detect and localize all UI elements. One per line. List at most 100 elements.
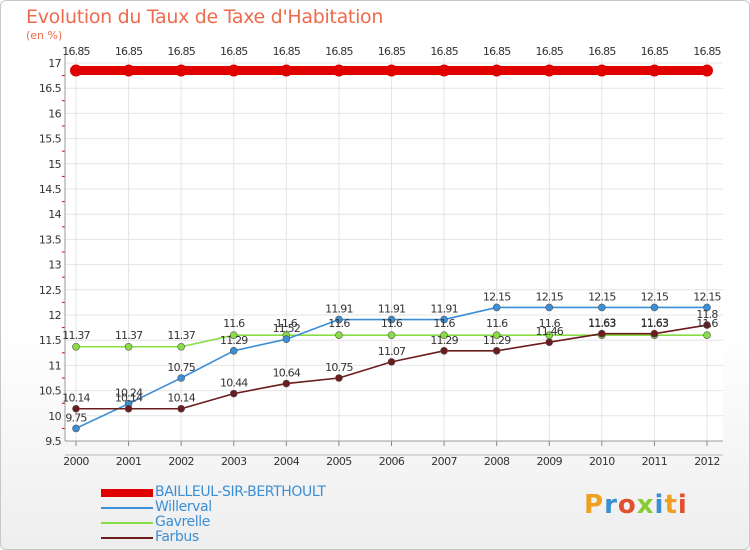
data-label: 16.85 bbox=[220, 45, 248, 58]
chart-title: Evolution du Taux de Taxe d'Habitation bbox=[26, 6, 384, 28]
y-tick-label: 14.5 bbox=[39, 183, 62, 196]
y-tick-label: 9.5 bbox=[45, 435, 61, 448]
data-point bbox=[229, 331, 238, 339]
y-tick-label: 10.5 bbox=[39, 385, 62, 398]
data-label: 9.75 bbox=[65, 411, 87, 424]
data-point bbox=[175, 64, 188, 77]
x-tick-label: 2012 bbox=[694, 455, 720, 468]
y-tick-label: 16.5 bbox=[39, 82, 62, 95]
data-point bbox=[703, 321, 711, 329]
data-label: 11.6 bbox=[486, 317, 508, 330]
x-tick-label: 2005 bbox=[326, 455, 352, 468]
data-point bbox=[72, 342, 80, 351]
legend-label: BAILLEUL-SIR-BERTHOULT bbox=[155, 484, 326, 500]
y-tick-label: 16 bbox=[48, 107, 61, 120]
data-label: 16.85 bbox=[325, 45, 353, 58]
data-point bbox=[595, 64, 608, 77]
data-label: 11.8 bbox=[696, 308, 718, 321]
data-label: 11.6 bbox=[381, 317, 403, 330]
data-label: 11.46 bbox=[536, 325, 564, 338]
data-point bbox=[545, 338, 554, 347]
legend-swatch bbox=[101, 507, 153, 509]
data-label: 10.44 bbox=[220, 377, 248, 390]
x-tick-label: 2011 bbox=[642, 455, 668, 468]
data-label: 16.85 bbox=[378, 45, 406, 58]
data-label: 11.37 bbox=[167, 329, 195, 342]
x-tick-label: 2009 bbox=[536, 455, 562, 468]
data-point bbox=[648, 64, 661, 77]
data-label: 16.85 bbox=[641, 45, 669, 58]
data-label: 11.91 bbox=[378, 303, 406, 316]
data-label: 11.63 bbox=[641, 317, 669, 330]
data-point bbox=[440, 331, 448, 339]
data-point bbox=[335, 331, 343, 339]
data-label: 11.6 bbox=[433, 317, 455, 330]
data-point bbox=[387, 358, 396, 366]
data-point bbox=[124, 404, 133, 413]
data-point bbox=[703, 303, 711, 312]
data-label: 16.85 bbox=[483, 45, 511, 58]
data-label: 11.29 bbox=[430, 334, 458, 347]
data-label: 11.07 bbox=[378, 345, 406, 358]
x-tick-label: 2010 bbox=[589, 455, 615, 468]
data-label: 11.29 bbox=[483, 334, 511, 347]
data-label: 11.6 bbox=[696, 317, 718, 330]
x-tick-label: 2001 bbox=[116, 455, 142, 468]
y-tick-label: 12.5 bbox=[39, 284, 62, 297]
legend-label: Farbus bbox=[155, 529, 199, 545]
data-point bbox=[229, 389, 238, 398]
data-label: 11.37 bbox=[62, 329, 90, 342]
y-tick-label: 11 bbox=[48, 359, 61, 372]
y-tick-label: 14 bbox=[48, 208, 61, 221]
data-label: 11.63 bbox=[588, 317, 616, 330]
data-point bbox=[177, 374, 185, 382]
y-tick-label: 13 bbox=[48, 259, 61, 272]
data-label: 12.15 bbox=[536, 290, 564, 303]
legend-label: Gavrelle bbox=[155, 514, 210, 530]
data-label: 11.37 bbox=[115, 329, 143, 342]
data-point bbox=[598, 303, 606, 312]
legend-swatch bbox=[101, 489, 153, 497]
x-tick-label: 2006 bbox=[379, 455, 405, 468]
data-point bbox=[440, 346, 448, 355]
data-label: 16.85 bbox=[115, 45, 143, 58]
data-label: 11.6 bbox=[223, 317, 245, 330]
unit-label: (en %) bbox=[26, 29, 63, 42]
x-tick-label: 2008 bbox=[484, 455, 510, 468]
data-label: 16.85 bbox=[588, 45, 616, 58]
data-point bbox=[703, 331, 711, 339]
data-label: 10.14 bbox=[62, 392, 90, 405]
data-label: 10.75 bbox=[325, 361, 353, 374]
data-label: 16.85 bbox=[693, 45, 721, 58]
data-point bbox=[72, 424, 80, 433]
data-label: 16.85 bbox=[536, 45, 564, 58]
y-tick-label: 11.5 bbox=[39, 334, 62, 347]
legend-swatch bbox=[101, 522, 153, 524]
data-point bbox=[492, 303, 501, 312]
data-point bbox=[438, 64, 451, 77]
x-tick-label: 2000 bbox=[63, 455, 89, 468]
y-tick-label: 17 bbox=[48, 57, 61, 70]
data-label: 12.15 bbox=[641, 290, 669, 303]
x-tick-label: 2002 bbox=[168, 455, 194, 468]
data-label: 10.75 bbox=[167, 361, 195, 374]
data-point bbox=[282, 379, 291, 388]
y-tick-label: 12 bbox=[48, 309, 61, 322]
data-point bbox=[490, 64, 503, 77]
legend-swatch bbox=[101, 537, 153, 539]
data-point bbox=[70, 64, 82, 77]
data-point bbox=[387, 315, 396, 324]
data-label: 12.15 bbox=[588, 290, 616, 303]
data-label: 11.6 bbox=[328, 317, 350, 330]
y-tick-label: 10 bbox=[48, 410, 61, 423]
data-label: 10.14 bbox=[167, 392, 195, 405]
data-point bbox=[385, 64, 398, 77]
data-point bbox=[335, 315, 343, 324]
plot-area bbox=[65, 57, 723, 441]
data-point bbox=[72, 404, 80, 413]
data-label: 11.52 bbox=[273, 322, 301, 335]
data-point bbox=[332, 64, 345, 77]
data-label: 10.64 bbox=[273, 367, 301, 380]
data-point bbox=[440, 315, 448, 324]
